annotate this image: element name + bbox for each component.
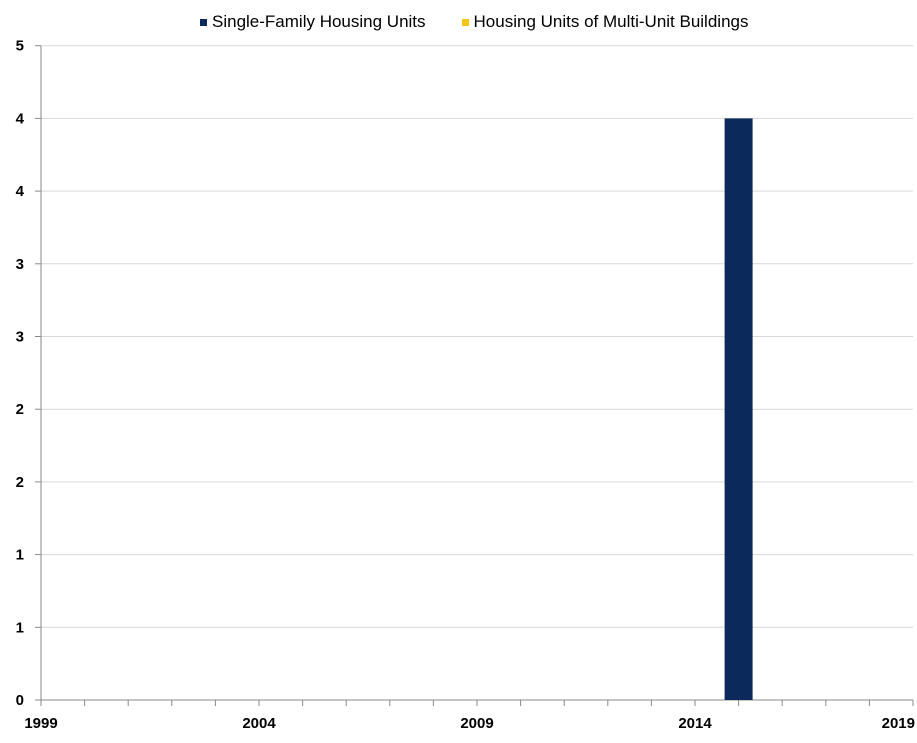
legend-swatch-multi-unit	[461, 18, 469, 26]
y-tick-label: 3	[16, 329, 24, 346]
y-tick-label: 5	[16, 38, 24, 55]
y-tick-label: 1	[16, 619, 24, 636]
y-tick-label: 0	[16, 692, 24, 709]
legend-swatch-single-family	[200, 18, 207, 26]
y-tick-label: 3	[16, 256, 24, 273]
x-tick-label: 2019	[882, 715, 915, 732]
legend-label-single-family: Single-Family Housing Units	[212, 12, 426, 31]
y-tick-label: 1	[16, 547, 24, 564]
bar-single-family	[724, 118, 753, 700]
x-tick-label: 2014	[678, 715, 712, 732]
y-tick-label: 4	[16, 183, 25, 200]
legend: Single-Family Housing Units Housing Unit…	[200, 12, 748, 32]
y-tick-label: 2	[16, 474, 24, 491]
legend-item-multi-unit: Housing Units of Multi-Unit Buildings	[461, 12, 749, 32]
legend-item-single-family: Single-Family Housing Units	[200, 12, 426, 32]
x-tick-label: 2009	[460, 715, 493, 732]
x-tick-label: 1999	[24, 715, 57, 732]
legend-label-multi-unit: Housing Units of Multi-Unit Buildings	[473, 12, 749, 31]
x-tick-label: 2004	[242, 715, 276, 732]
y-tick-label: 2	[16, 401, 24, 418]
y-tick-label: 4	[16, 110, 25, 127]
